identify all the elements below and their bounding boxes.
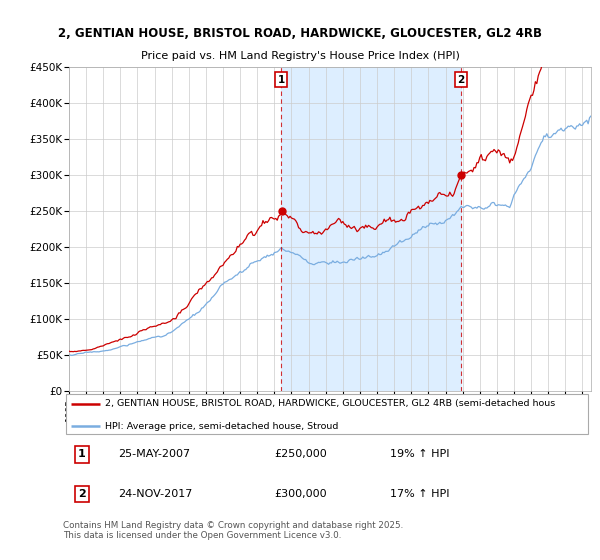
- Text: 1: 1: [78, 450, 86, 459]
- Text: 2, GENTIAN HOUSE, BRISTOL ROAD, HARDWICKE, GLOUCESTER, GL2 4RB (semi-detached ho: 2, GENTIAN HOUSE, BRISTOL ROAD, HARDWICK…: [105, 399, 556, 408]
- Text: 1: 1: [277, 75, 284, 85]
- Text: 2, GENTIAN HOUSE, BRISTOL ROAD, HARDWICKE, GLOUCESTER, GL2 4RB: 2, GENTIAN HOUSE, BRISTOL ROAD, HARDWICK…: [58, 27, 542, 40]
- FancyBboxPatch shape: [65, 394, 589, 434]
- Text: £300,000: £300,000: [274, 489, 327, 500]
- Text: 19% ↑ HPI: 19% ↑ HPI: [391, 450, 450, 459]
- Text: 2: 2: [78, 489, 86, 500]
- Bar: [281, 67, 461, 391]
- Text: 24-NOV-2017: 24-NOV-2017: [118, 489, 193, 500]
- Text: 2: 2: [457, 75, 464, 85]
- Text: 17% ↑ HPI: 17% ↑ HPI: [391, 489, 450, 500]
- Text: Contains HM Land Registry data © Crown copyright and database right 2025.
This d: Contains HM Land Registry data © Crown c…: [63, 521, 403, 540]
- Text: £250,000: £250,000: [274, 450, 327, 459]
- Text: Price paid vs. HM Land Registry's House Price Index (HPI): Price paid vs. HM Land Registry's House …: [140, 52, 460, 61]
- Text: 25-MAY-2007: 25-MAY-2007: [118, 450, 191, 459]
- Text: HPI: Average price, semi-detached house, Stroud: HPI: Average price, semi-detached house,…: [105, 422, 338, 431]
